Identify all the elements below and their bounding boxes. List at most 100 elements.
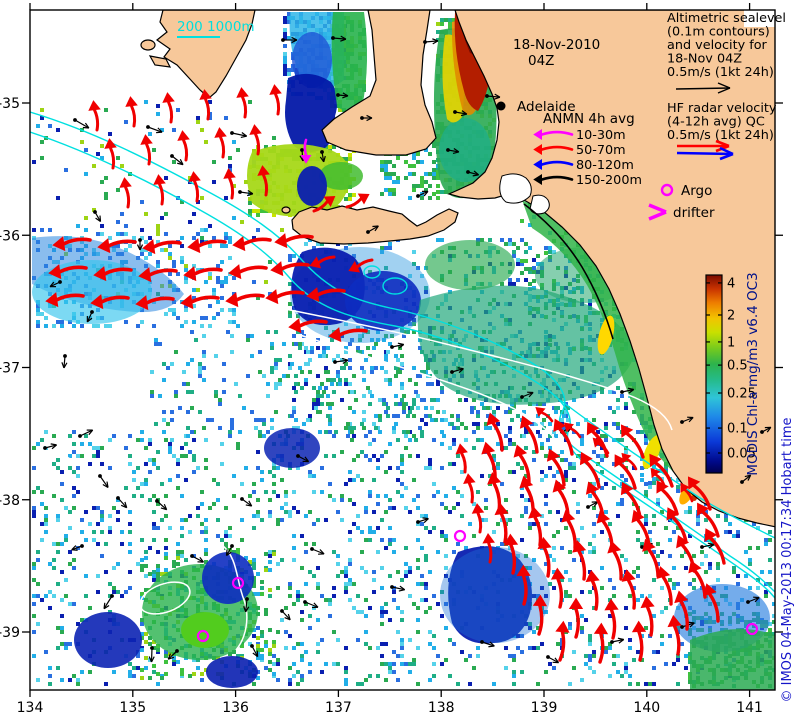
altimetric-arrow-head: [157, 127, 163, 133]
altimetric-arrow-head: [226, 551, 232, 557]
chl-patch: [597, 315, 615, 355]
velocity-arrow-head: [187, 238, 201, 254]
credit-attribution: © IMOS 04-May-2013 00:17:34 Hobart time: [780, 418, 795, 703]
lon-tick-label: 137: [325, 700, 352, 716]
bathy-scale-label: 200 1000m: [177, 19, 255, 35]
bathy-200m: [30, 111, 775, 593]
colorbar-tick-label: 0.05: [727, 447, 756, 462]
hf-radar-velocity-arrows: [45, 84, 726, 664]
hf-legend-line: 0.5m/s (1kt 24h): [667, 128, 774, 143]
altimetric-arrow-head: [304, 456, 310, 462]
velocity-arrow-head: [586, 421, 600, 436]
velocity-arrow-shaft: [708, 592, 720, 623]
altimetric-arrow-tail-dot: [190, 554, 194, 558]
altimetric-arrow-head: [252, 652, 258, 658]
anmn-depth-label: 50-70m: [576, 143, 626, 158]
altimetric-arrow-head: [341, 357, 349, 361]
altimetric-arrow-tail-dot: [80, 544, 84, 548]
altimetric-arrow-head: [689, 622, 695, 628]
altimetric-arrow-head: [398, 344, 405, 349]
altimetric-arrow-tail-dot: [423, 40, 427, 44]
altimetric-arrow: [416, 517, 429, 524]
altimetric-arrow-head: [225, 549, 228, 556]
hf-legend-line: (4-12h avg) QC: [667, 115, 765, 130]
chl-patch: [74, 612, 142, 668]
velocity-arrow-shaft: [238, 265, 268, 274]
velocity-arrow-shaft: [254, 132, 261, 156]
altimetric-arrow-head: [342, 95, 349, 99]
colorbar-tick-label: 0.5: [727, 359, 748, 374]
altimetric-arrow-shaft: [747, 596, 760, 603]
velocity-arrow-shaft: [197, 239, 227, 248]
legend-backdrop: [744, 10, 775, 27]
altimetric-arrow-head: [63, 362, 68, 369]
velocity-arrow-shaft: [338, 328, 368, 337]
velocity-arrow-head: [533, 174, 542, 185]
altimetric-arrow-shaft: [681, 416, 694, 423]
altimetric-arrow: [620, 387, 635, 394]
altimetric-arrow-tail-dot: [680, 420, 684, 424]
altimetric-arrow-tail-dot: [73, 118, 77, 122]
velocity-arrow-shaft: [312, 200, 329, 213]
altimetric-arrow-head: [457, 367, 464, 370]
altimetric-arrow-head: [340, 35, 347, 40]
altimetric-arrow-shaft: [103, 595, 113, 610]
velocity-arrow-head: [214, 127, 227, 138]
altimetric-legend: Altimetric sealevel (0.1m contours) and …: [648, 11, 786, 221]
altimetric-arrow-shaft: [74, 119, 90, 129]
altimetric-arrow-head: [461, 110, 468, 115]
altimetric-arrow-shaft: [297, 455, 309, 463]
altimetric-arrow: [146, 125, 163, 134]
chl-patch: [32, 260, 152, 324]
altimetric-arrow-tail-dot: [250, 644, 254, 648]
bathy-loop: [382, 277, 408, 295]
altimetric-arrow-head: [240, 135, 247, 139]
altimetric-arrow: [746, 596, 760, 604]
altimetric-arrow-shaft: [454, 111, 467, 115]
altimetric-arrow-shaft: [521, 391, 534, 398]
altimetric-arrow-shaft: [334, 359, 348, 363]
altimetric-arrow-head: [247, 190, 254, 195]
altimetric-arrow-head: [88, 429, 94, 436]
velocity-arrow-shaft: [93, 108, 100, 132]
velocity-arrow-shaft: [460, 451, 467, 474]
velocity-arrow-shaft: [590, 579, 599, 611]
adelaide-city-dot: [496, 101, 506, 111]
velocity-arrow-shaft: [518, 453, 531, 484]
velocity-arrow-head: [579, 451, 593, 466]
altimetric-arrow-tail-dot: [360, 116, 364, 120]
velocity-arrow-shaft: [540, 411, 554, 423]
altimetric-legend-line: 0.5m/s (1kt 24h): [667, 65, 774, 80]
velocity-arrow-head: [533, 129, 542, 140]
altimetric-arrow-shaft: [311, 548, 325, 555]
velocity-arrow-shaft: [228, 176, 235, 200]
land-masses: [140, 10, 775, 528]
colorbar-tick-label: 0.25: [727, 387, 756, 402]
altimetric-arrow-head: [754, 597, 760, 603]
colorbar-ticks: 4 2 1 0.5 0.25 0.1 0.05: [706, 276, 756, 462]
velocity-arrow-shaft: [235, 293, 265, 302]
altimetric-arrow-head: [708, 544, 715, 549]
altimetric-arrow-head: [136, 244, 141, 251]
altimetric-arrow-tail-dot: [760, 430, 764, 434]
velocity-arrow-shaft: [537, 604, 544, 636]
chl-patch: [319, 162, 363, 190]
altimetric-arrow: [238, 190, 254, 197]
velocity-arrow-shaft: [625, 432, 645, 459]
altimetric-arrow: [390, 585, 406, 592]
velocity-arrow-head: [620, 481, 634, 496]
altimetric-arrow-tail-dot: [281, 38, 285, 42]
velocity-arrow-head: [481, 441, 496, 455]
altimetric-arrow-head: [139, 244, 144, 251]
altimetric-arrow-head: [372, 225, 379, 228]
altimetric-arrow-head: [245, 606, 250, 613]
altimetric-arrow-head: [71, 545, 77, 551]
velocity-arrow-head: [621, 569, 636, 582]
altimetric-arrow-head: [688, 417, 694, 423]
altimetric-arrow-shaft: [547, 656, 559, 664]
eyre-peninsula: [155, 10, 256, 99]
velocity-arrow-head: [533, 159, 542, 170]
altimetric-arrow-head: [554, 657, 560, 663]
velocity-arrow-shaft: [618, 462, 637, 490]
altimetric-arrow-tail-dot: [485, 94, 489, 98]
